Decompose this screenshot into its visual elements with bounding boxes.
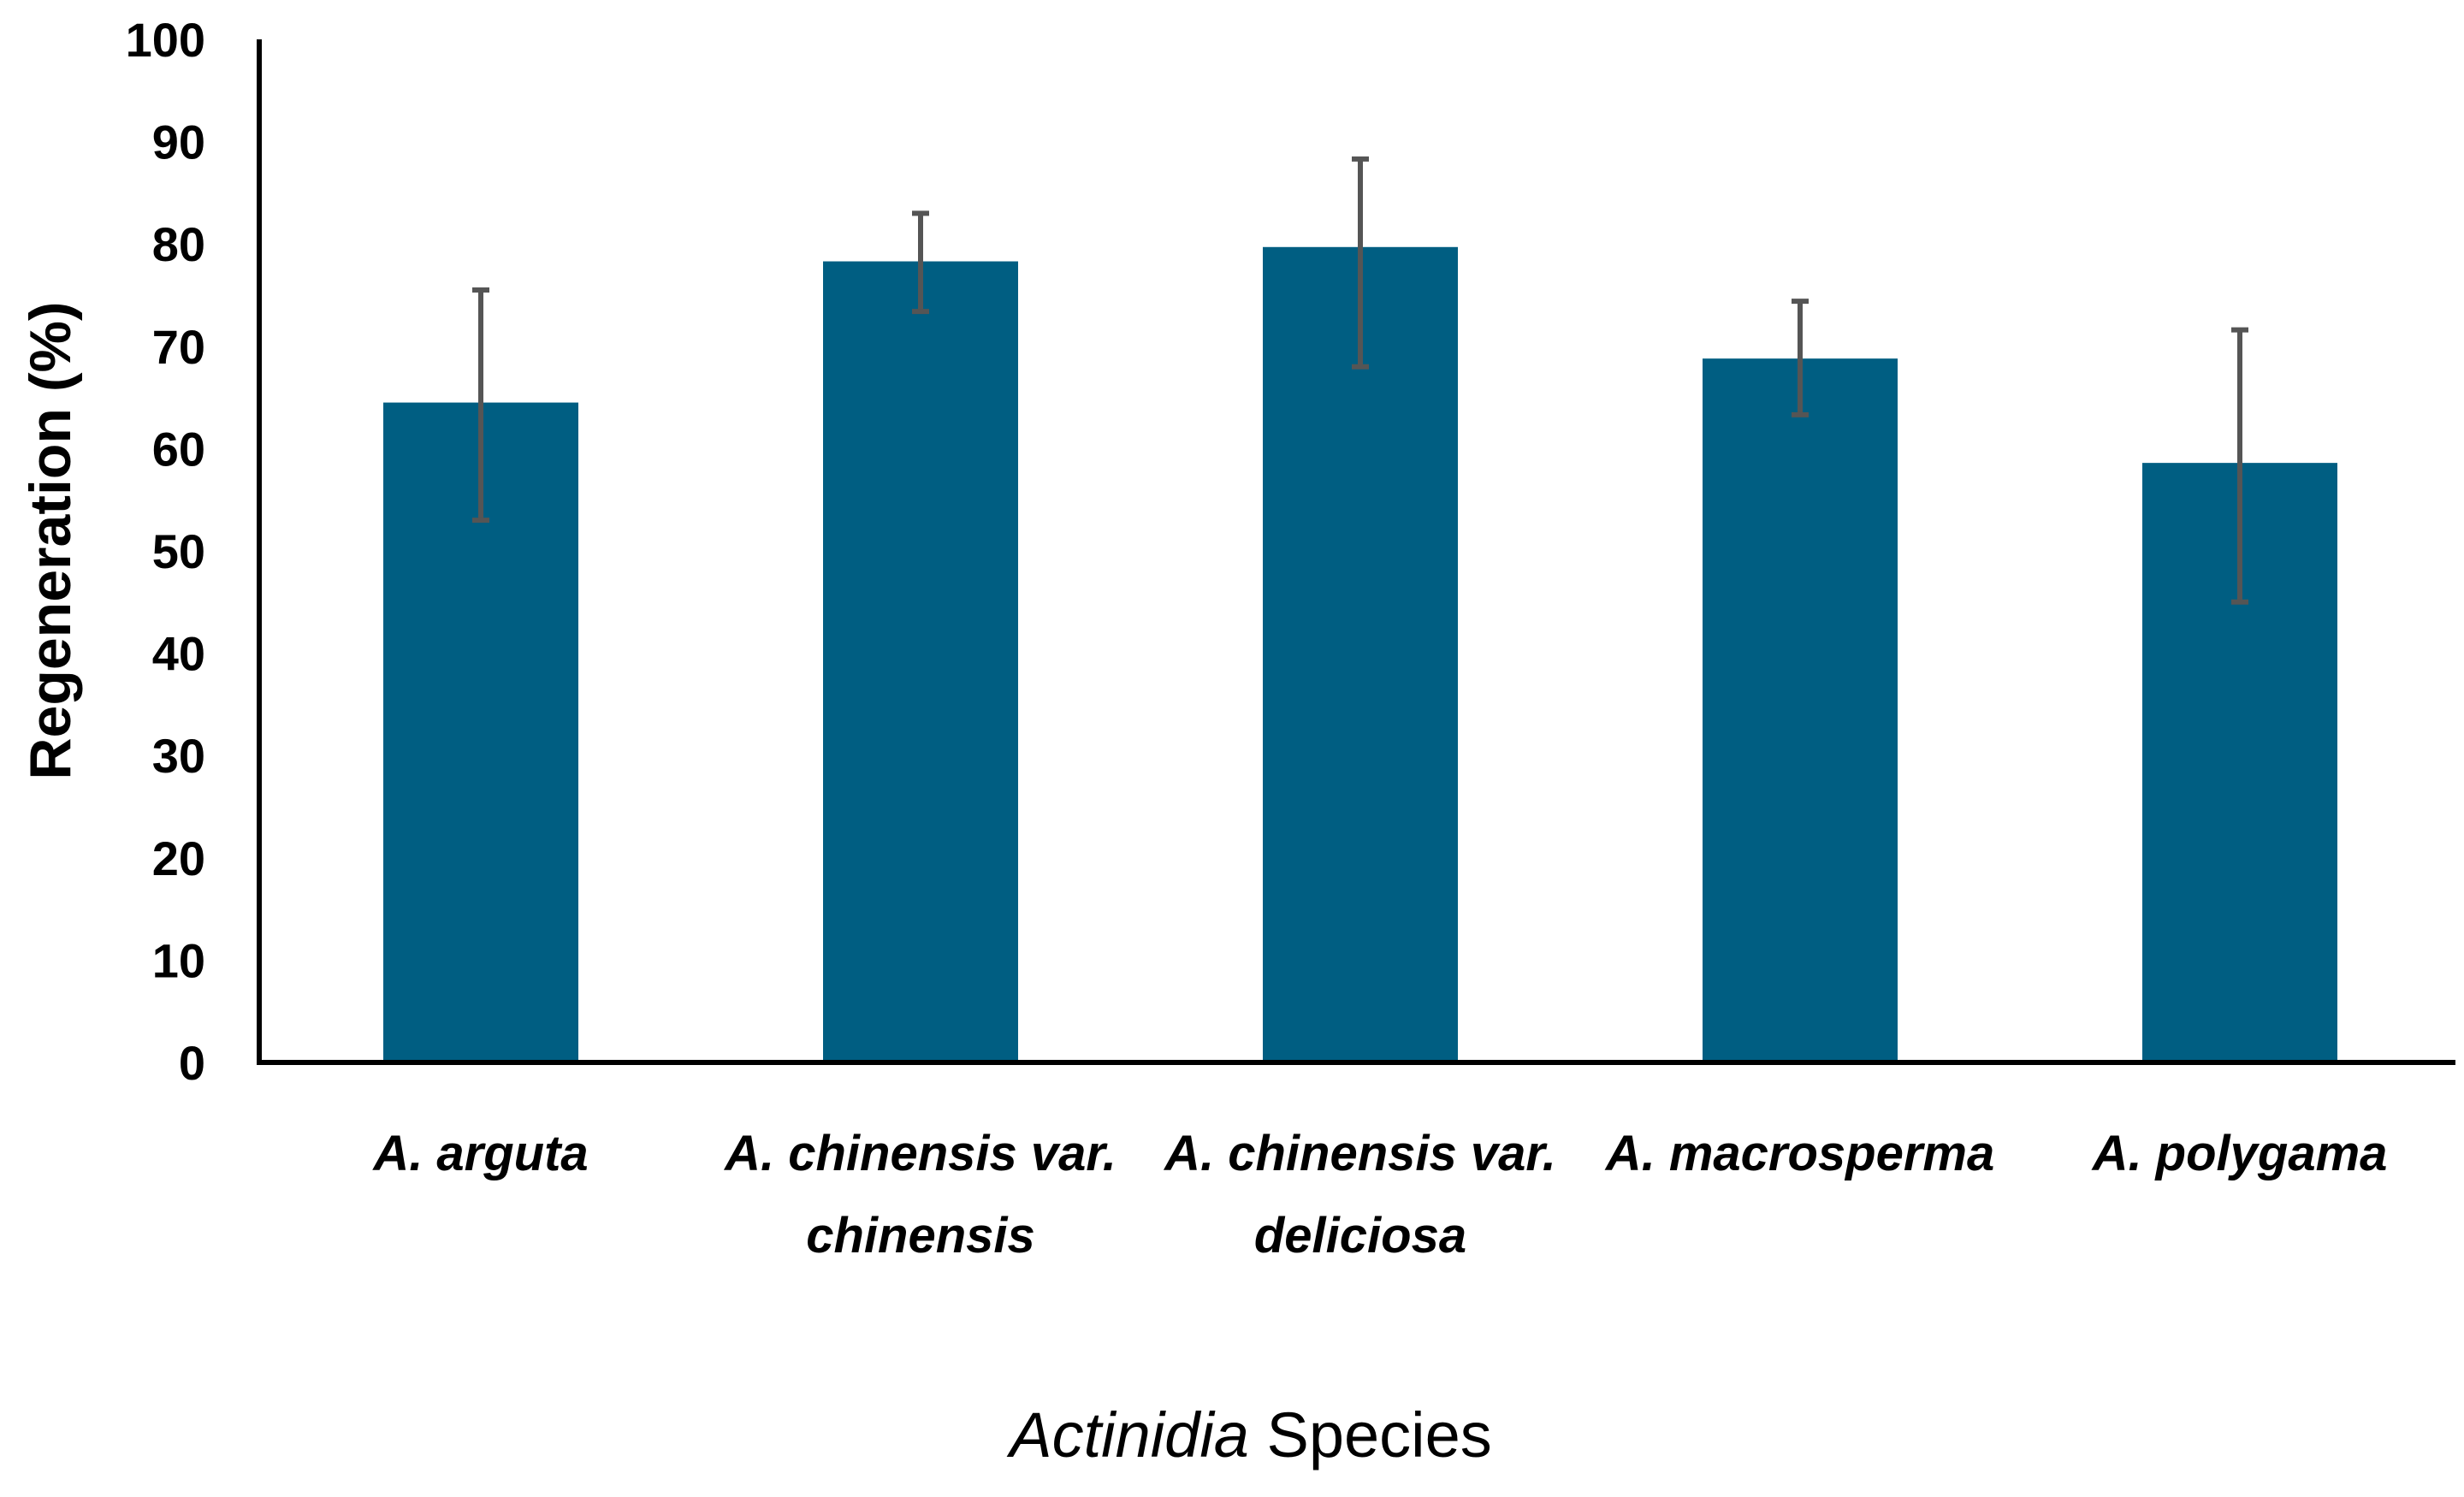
y-tick-label: 30 [152, 729, 205, 783]
y-tick-label: 50 [152, 524, 205, 578]
y-tick-labels: 0 10 20 30 40 50 60 70 80 90 100 [126, 13, 205, 1090]
x-category-label-line: A. arguta [371, 1126, 588, 1181]
error-bar [1352, 156, 1369, 370]
bar [1263, 246, 1458, 1063]
y-tick-label: 40 [152, 627, 205, 681]
error-bar [1792, 299, 1809, 417]
x-category-label-line: deliciosa [1254, 1208, 1466, 1263]
x-category-label-line: A. chinensis var. [723, 1126, 1116, 1181]
bars-layer [383, 246, 2337, 1063]
y-tick-label: 80 [152, 217, 205, 271]
y-tick-label: 100 [126, 13, 205, 67]
x-category-label: A. polygama [2091, 1126, 2388, 1181]
error-bars-layer [472, 156, 2248, 605]
bar [1703, 358, 1898, 1063]
x-category-label-line: chinensis [806, 1208, 1035, 1263]
y-tick-label: 20 [152, 831, 205, 885]
x-axis-title-rest: Species [1249, 1399, 1492, 1470]
x-category-label-line: A. chinensis var. [1163, 1126, 1556, 1181]
x-category-label: A. chinensis var. chinensis [723, 1126, 1116, 1263]
y-tick-label: 70 [152, 320, 205, 374]
y-tick-label: 60 [152, 422, 205, 476]
error-bar [912, 210, 929, 315]
x-category-label-line: A. macrosperma [1604, 1126, 1995, 1181]
bar [823, 261, 1018, 1063]
x-axis-title: Actinidia Species [1006, 1399, 1492, 1470]
error-bar [472, 287, 489, 524]
x-category-label: A. chinensis var. deliciosa [1163, 1126, 1556, 1263]
x-category-label-line: A. polygama [2091, 1126, 2388, 1181]
x-category-label: A. macrosperma [1604, 1126, 1995, 1181]
y-tick-label: 10 [152, 933, 205, 987]
x-category-label: A. arguta [371, 1126, 588, 1181]
error-bar [2231, 327, 2248, 605]
y-axis-title: Regeneration (%) [18, 301, 83, 779]
y-tick-label: 90 [152, 115, 205, 169]
y-tick-label: 0 [179, 1036, 205, 1090]
x-axis-title-italic: Actinidia [1006, 1399, 1249, 1470]
